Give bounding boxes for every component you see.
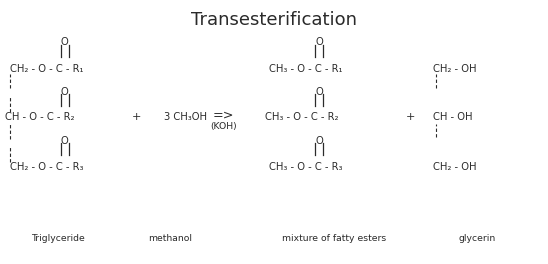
Text: CH₂ - OH: CH₂ - OH [433,64,476,74]
Text: CH - OH: CH - OH [433,112,472,122]
Text: CH₃ - O - C - R₂: CH₃ - O - C - R₂ [265,112,338,122]
Text: O: O [315,37,323,47]
Text: Transesterification: Transesterification [191,11,357,29]
Text: glycerin: glycerin [458,234,495,243]
Text: +: + [406,112,416,122]
Text: methanol: methanol [148,234,192,243]
Text: O: O [61,87,68,97]
Text: CH₂ - O - C - R₁: CH₂ - O - C - R₁ [10,64,83,74]
Text: CH - O - C - R₂: CH - O - C - R₂ [5,112,75,122]
Text: 3 CH₃OH: 3 CH₃OH [164,112,207,122]
Text: O: O [61,37,68,47]
Text: CH₃ - O - C - R₁: CH₃ - O - C - R₁ [269,64,342,74]
Text: mixture of fatty esters: mixture of fatty esters [282,234,386,243]
Text: (KOH): (KOH) [210,122,237,131]
Text: CH₃ - O - C - R₃: CH₃ - O - C - R₃ [269,162,342,172]
Text: O: O [315,87,323,97]
Text: CH₂ - OH: CH₂ - OH [433,162,476,172]
Text: CH₂ - O - C - R₃: CH₂ - O - C - R₃ [10,162,83,172]
Text: =>: => [213,108,235,121]
Text: Triglyceride: Triglyceride [31,234,84,243]
Text: O: O [315,136,323,146]
Text: O: O [61,136,68,146]
Text: +: + [132,112,142,122]
